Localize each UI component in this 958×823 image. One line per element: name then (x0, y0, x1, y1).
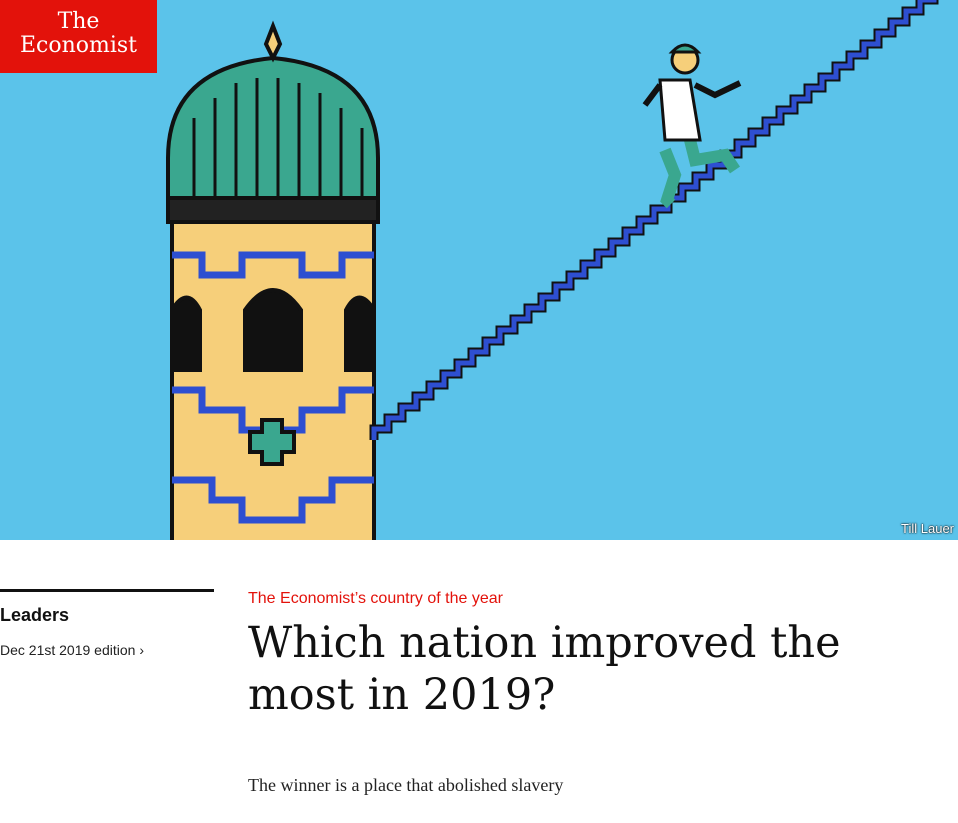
logo-line-1: The (57, 9, 100, 34)
minaret-icon (166, 20, 380, 540)
person-climbing-icon (642, 43, 742, 209)
article-rubric: The Economist’s country of the year (248, 590, 503, 607)
hero-illustration: The Economist Till Lauer (0, 0, 958, 540)
logo-line-2: Economist (19, 33, 138, 58)
section-label[interactable]: Leaders (0, 605, 70, 625)
image-credit: Till Lauer (901, 521, 954, 536)
article-subheading: The winner is a place that abolished sla… (248, 775, 564, 795)
economist-logo[interactable]: The Economist (0, 0, 157, 73)
edition-link[interactable]: Dec 21st 2019 edition › (0, 642, 144, 658)
staircase-fill (371, 0, 937, 440)
article-headline: Which nation improved the most in 2019? (248, 618, 841, 720)
illustration-svg (166, 0, 939, 540)
section-divider (0, 589, 214, 592)
